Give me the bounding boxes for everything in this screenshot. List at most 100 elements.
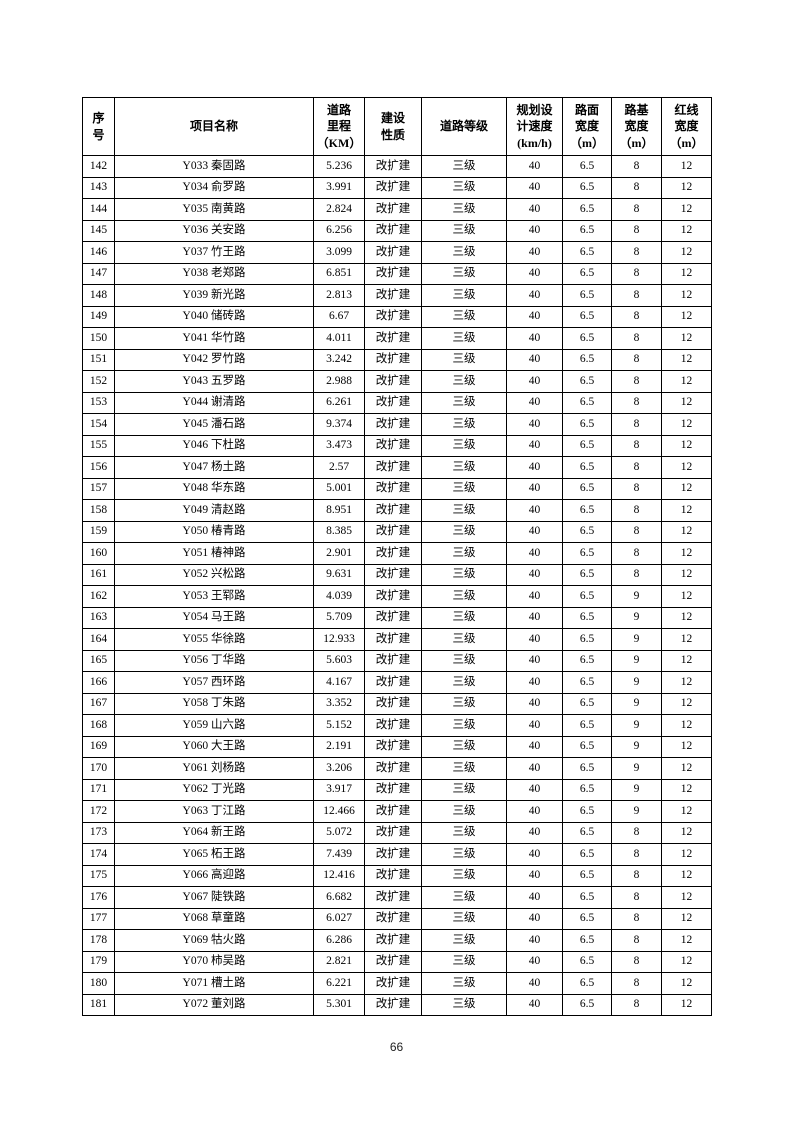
cell-col-project-name: Y068 草童路 bbox=[114, 907, 314, 930]
cell-col-design-speed: 40 bbox=[506, 520, 563, 543]
cell-col-serial-no: 152 bbox=[82, 370, 115, 393]
cell-col-road-grade: 三级 bbox=[421, 821, 507, 844]
cell-col-mileage: 5.072 bbox=[313, 821, 365, 844]
cell-col-roadbed-width: 9 bbox=[611, 606, 662, 629]
cell-col-redline-width: 12 bbox=[661, 821, 712, 844]
cell-col-project-name: Y070 柿吴路 bbox=[114, 950, 314, 973]
cell-col-construction-nature: 改扩建 bbox=[364, 714, 422, 737]
cell-col-pavement-width: 6.5 bbox=[562, 778, 612, 801]
cell-col-project-name: Y059 山六路 bbox=[114, 714, 314, 737]
cell-col-construction-nature: 改扩建 bbox=[364, 563, 422, 586]
cell-col-roadbed-width: 9 bbox=[611, 778, 662, 801]
cell-col-construction-nature: 改扩建 bbox=[364, 176, 422, 199]
cell-col-pavement-width: 6.5 bbox=[562, 434, 612, 457]
cell-col-road-grade: 三级 bbox=[421, 520, 507, 543]
cell-col-roadbed-width: 8 bbox=[611, 864, 662, 887]
cell-col-redline-width: 12 bbox=[661, 864, 712, 887]
cell-col-roadbed-width: 8 bbox=[611, 843, 662, 866]
cell-col-roadbed-width: 8 bbox=[611, 907, 662, 930]
cell-col-design-speed: 40 bbox=[506, 800, 563, 823]
cell-col-design-speed: 40 bbox=[506, 692, 563, 715]
cell-col-project-name: Y065 柘王路 bbox=[114, 843, 314, 866]
cell-col-project-name: Y064 新王路 bbox=[114, 821, 314, 844]
cell-col-road-grade: 三级 bbox=[421, 671, 507, 694]
cell-col-mileage: 6.67 bbox=[313, 305, 365, 328]
cell-col-mileage: 12.466 bbox=[313, 800, 365, 823]
cell-col-pavement-width: 6.5 bbox=[562, 155, 612, 178]
cell-col-pavement-width: 6.5 bbox=[562, 241, 612, 264]
cell-col-road-grade: 三级 bbox=[421, 499, 507, 522]
cell-col-roadbed-width: 8 bbox=[611, 413, 662, 436]
cell-col-serial-no: 150 bbox=[82, 327, 115, 350]
cell-col-design-speed: 40 bbox=[506, 327, 563, 350]
cell-col-project-name: Y060 大王路 bbox=[114, 735, 314, 758]
cell-col-project-name: Y050 椿青路 bbox=[114, 520, 314, 543]
table-body: 142 Y033 秦固路 5.236 改扩建 三级 40 6.5 8 12 143 Y034 俞罗路… bbox=[82, 155, 712, 1016]
cell-col-design-speed: 40 bbox=[506, 370, 563, 393]
cell-col-mileage: 6.256 bbox=[313, 219, 365, 242]
cell-col-road-grade: 三级 bbox=[421, 542, 507, 565]
cell-col-serial-no: 167 bbox=[82, 692, 115, 715]
cell-col-project-name: Y045 潘石路 bbox=[114, 413, 314, 436]
table-row: 169 Y060 大王路 2.191 改扩建 三级 40 6.5 9 12 bbox=[82, 735, 712, 758]
cell-col-mileage: 2.813 bbox=[313, 284, 365, 307]
cell-col-pavement-width: 6.5 bbox=[562, 477, 612, 500]
cell-col-redline-width: 12 bbox=[661, 176, 712, 199]
cell-col-design-speed: 40 bbox=[506, 929, 563, 952]
cell-col-pavement-width: 6.5 bbox=[562, 219, 612, 242]
cell-col-pavement-width: 6.5 bbox=[562, 305, 612, 328]
cell-col-design-speed: 40 bbox=[506, 821, 563, 844]
cell-col-construction-nature: 改扩建 bbox=[364, 219, 422, 242]
cell-col-project-name: Y061 刘杨路 bbox=[114, 757, 314, 780]
cell-col-mileage: 4.011 bbox=[313, 327, 365, 350]
cell-col-design-speed: 40 bbox=[506, 348, 563, 371]
cell-col-redline-width: 12 bbox=[661, 606, 712, 629]
cell-col-design-speed: 40 bbox=[506, 434, 563, 457]
cell-col-redline-width: 12 bbox=[661, 499, 712, 522]
cell-col-design-speed: 40 bbox=[506, 305, 563, 328]
cell-col-construction-nature: 改扩建 bbox=[364, 606, 422, 629]
cell-col-redline-width: 12 bbox=[661, 907, 712, 930]
cell-col-redline-width: 12 bbox=[661, 327, 712, 350]
cell-col-serial-no: 157 bbox=[82, 477, 115, 500]
cell-col-redline-width: 12 bbox=[661, 305, 712, 328]
cell-col-serial-no: 161 bbox=[82, 563, 115, 586]
cell-col-construction-nature: 改扩建 bbox=[364, 993, 422, 1016]
cell-col-roadbed-width: 8 bbox=[611, 262, 662, 285]
cell-col-construction-nature: 改扩建 bbox=[364, 821, 422, 844]
table-row: 166 Y057 西环路 4.167 改扩建 三级 40 6.5 9 12 bbox=[82, 671, 712, 694]
cell-col-mileage: 3.099 bbox=[313, 241, 365, 264]
cell-col-project-name: Y054 马王路 bbox=[114, 606, 314, 629]
header-row: 序 号项目名称 道路 里程 （KM） 建设 性质 道路等级 规划设 计速度 (km/h)… bbox=[82, 97, 712, 156]
cell-col-roadbed-width: 8 bbox=[611, 477, 662, 500]
cell-col-mileage: 6.682 bbox=[313, 886, 365, 909]
cell-col-construction-nature: 改扩建 bbox=[364, 477, 422, 500]
table-row: 146 Y037 竹王路 3.099 改扩建 三级 40 6.5 8 12 bbox=[82, 241, 712, 264]
cell-col-construction-nature: 改扩建 bbox=[364, 649, 422, 672]
table-row: 176 Y067 陡铁路 6.682 改扩建 三级 40 6.5 8 12 bbox=[82, 886, 712, 909]
cell-col-redline-width: 12 bbox=[661, 993, 712, 1016]
cell-col-mileage: 3.991 bbox=[313, 176, 365, 199]
cell-col-serial-no: 166 bbox=[82, 671, 115, 694]
cell-col-road-grade: 三级 bbox=[421, 692, 507, 715]
cell-col-design-speed: 40 bbox=[506, 628, 563, 651]
cell-col-construction-nature: 改扩建 bbox=[364, 972, 422, 995]
cell-col-road-grade: 三级 bbox=[421, 972, 507, 995]
cell-col-pavement-width: 6.5 bbox=[562, 520, 612, 543]
column-header-col-mileage: 道路 里程 （KM） bbox=[313, 97, 365, 156]
cell-col-serial-no: 169 bbox=[82, 735, 115, 758]
cell-col-roadbed-width: 8 bbox=[611, 370, 662, 393]
cell-col-road-grade: 三级 bbox=[421, 241, 507, 264]
cell-col-project-name: Y036 关安路 bbox=[114, 219, 314, 242]
cell-col-design-speed: 40 bbox=[506, 843, 563, 866]
cell-col-pavement-width: 6.5 bbox=[562, 499, 612, 522]
cell-col-roadbed-width: 9 bbox=[611, 714, 662, 737]
table-row: 174 Y065 柘王路 7.439 改扩建 三级 40 6.5 8 12 bbox=[82, 843, 712, 866]
cell-col-redline-width: 12 bbox=[661, 972, 712, 995]
column-header-col-construction-nature: 建设 性质 bbox=[364, 97, 422, 156]
cell-col-design-speed: 40 bbox=[506, 413, 563, 436]
cell-col-road-grade: 三级 bbox=[421, 628, 507, 651]
column-header-col-project-name: 项目名称 bbox=[114, 97, 314, 156]
cell-col-project-name: Y034 俞罗路 bbox=[114, 176, 314, 199]
table-row: 152 Y043 五罗路 2.988 改扩建 三级 40 6.5 8 12 bbox=[82, 370, 712, 393]
